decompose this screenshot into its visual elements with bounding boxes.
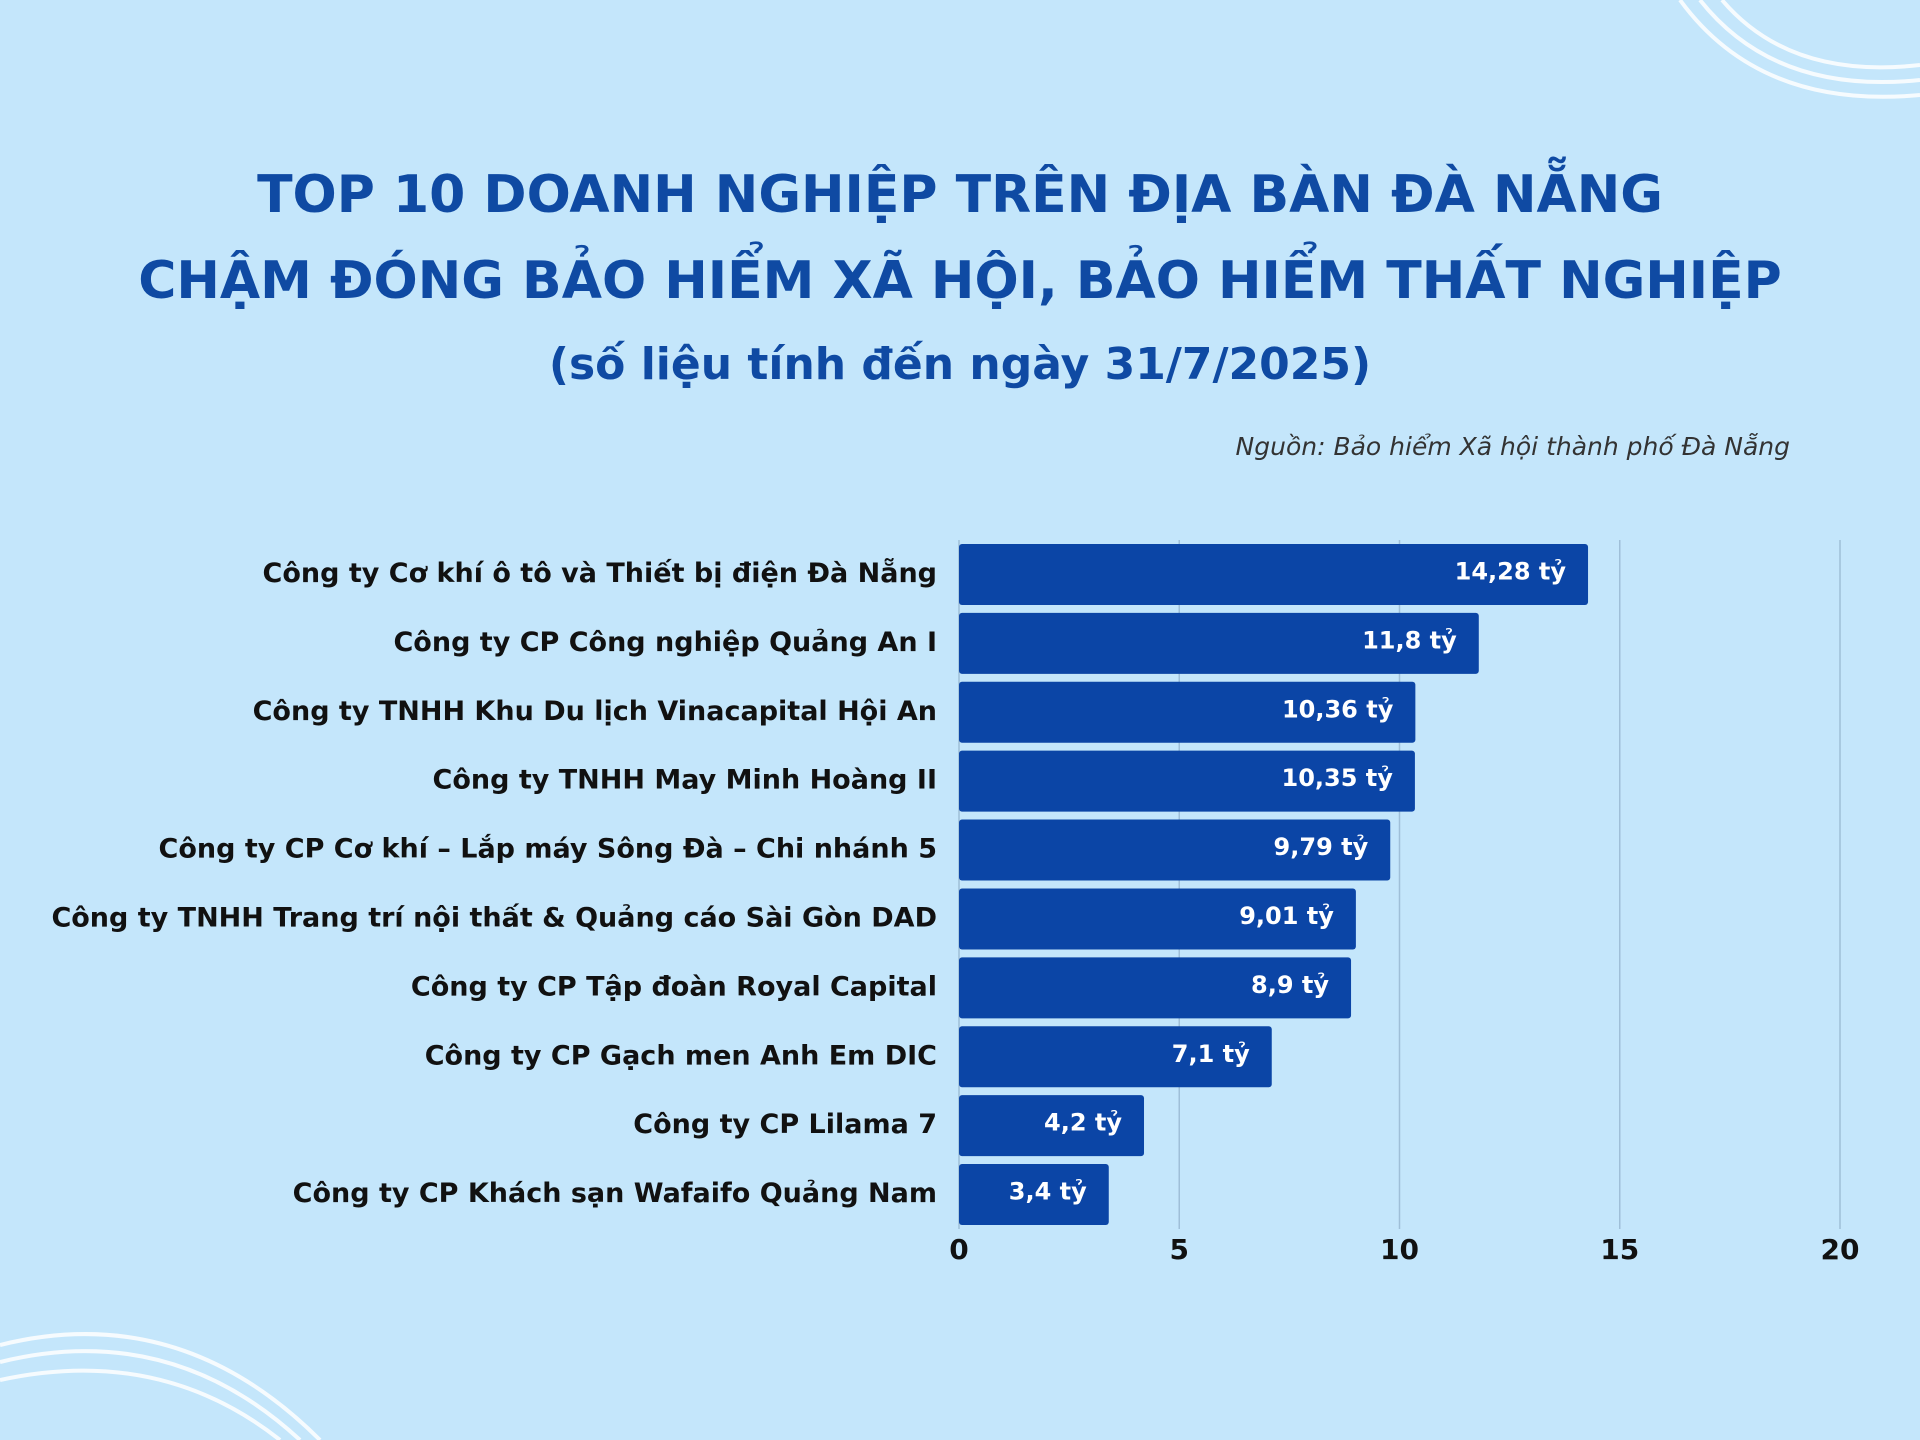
y-tick-label: Công ty TNHH Khu Du lịch Vinacapital Hội… — [253, 696, 937, 727]
y-tick-label: Công ty CP Gạch men Anh Em DIC — [425, 1040, 937, 1071]
chart-title: CHẬM ĐÓNG BẢO HIỂM XÃ HỘI, BẢO HIỂM THẤT… — [138, 241, 1782, 311]
bar — [959, 1095, 1145, 1157]
bar — [959, 612, 1479, 674]
value-label: 9,79 tỷ — [1274, 833, 1369, 861]
value-label: 9,01 tỷ — [1239, 902, 1334, 930]
bar — [959, 888, 1356, 950]
y-tick-label: Công ty TNHH Trang trí nội thất & Quảng … — [51, 902, 937, 933]
value-label: 8,9 tỷ — [1251, 971, 1329, 999]
bar — [959, 957, 1352, 1019]
value-label: 7,1 tỷ — [1172, 1040, 1250, 1068]
y-tick-label: Công ty CP Cơ khí – Lắp máy Sông Đà – Ch… — [159, 834, 937, 865]
bar — [959, 750, 1415, 812]
y-tick-label: Công ty Cơ khí ô tô và Thiết bị điện Đà … — [263, 557, 937, 589]
x-tick-label: 5 — [1170, 1233, 1189, 1266]
bar — [959, 543, 1589, 605]
x-tick-label: 15 — [1600, 1233, 1639, 1266]
bar — [959, 1026, 1272, 1088]
y-tick-label: Công ty CP Công nghiệp Quảng An I — [393, 627, 937, 658]
value-label: 11,8 tỷ — [1362, 626, 1457, 654]
source-note: Nguồn: Bảo hiểm Xã hội thành phố Đà Nẵng — [1236, 432, 1790, 461]
value-label: 14,28 tỷ — [1455, 557, 1567, 585]
value-label: 3,4 tỷ — [1009, 1178, 1087, 1206]
x-tick-label: 0 — [949, 1233, 968, 1266]
chart-title: TOP 10 DOANH NGHIỆP TRÊN ĐỊA BÀN ĐÀ NẴNG — [257, 157, 1663, 225]
y-tick-label: Công ty TNHH May Minh Hoàng II — [433, 765, 937, 796]
chart-subtitle: (số liệu tính đến ngày 31/7/2025) — [549, 339, 1371, 390]
value-label: 10,36 tỷ — [1282, 695, 1394, 723]
bar — [959, 819, 1391, 881]
bar — [959, 1164, 1109, 1226]
y-tick-label: Công ty CP Lilama 7 — [633, 1109, 937, 1140]
value-label: 4,2 tỷ — [1044, 1109, 1122, 1137]
x-tick-label: 20 — [1821, 1233, 1860, 1266]
x-tick-label: 10 — [1380, 1233, 1419, 1266]
value-label: 10,35 tỷ — [1282, 764, 1394, 792]
bar — [959, 681, 1416, 743]
y-tick-label: Công ty CP Tập đoàn Royal Capital — [411, 971, 937, 1002]
y-tick-label: Công ty CP Khách sạn Wafaifo Quảng Nam — [293, 1178, 937, 1209]
